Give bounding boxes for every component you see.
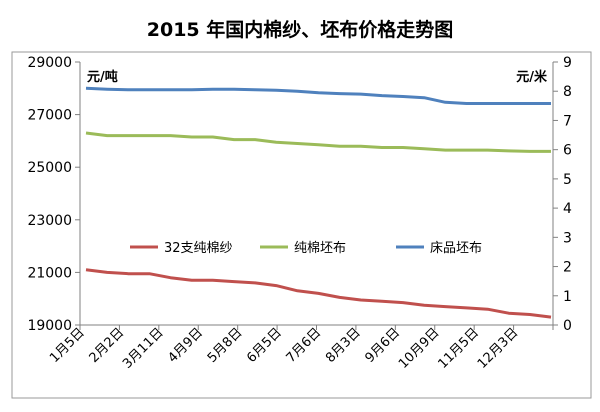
x-axis-ticks: 1月5日2月2日3月11日4月9日5月8日6月5日7月6日8月3日9月6日10月…	[47, 325, 554, 372]
left-tick-label: 27000	[27, 108, 72, 124]
x-tick-label: 5月8日	[205, 325, 246, 366]
x-tick-label: 12月3日	[475, 325, 522, 372]
right-tick-label: 7	[563, 113, 572, 129]
right-axis-unit: 元/米	[516, 69, 548, 85]
x-tick-label: 11月5日	[435, 325, 482, 372]
legend-label-1: 纯棉坯布	[294, 241, 346, 256]
chart-title: 2015 年国内棉纱、坯布价格走势图	[147, 18, 454, 41]
series-line-1	[85, 131, 551, 153]
right-tick-label: 4	[563, 201, 572, 217]
x-tick-label: 3月11日	[120, 325, 167, 372]
left-axis-unit: 元/吨	[87, 69, 118, 85]
legend: 32支纯棉纱 纯棉坯布 床品坯布	[130, 241, 482, 256]
right-tick-label: 5	[563, 172, 572, 188]
right-tick-label: 9	[563, 55, 572, 71]
series-line-2	[85, 86, 551, 105]
left-tick-label: 21000	[27, 265, 72, 281]
left-tick-label: 19000	[27, 318, 72, 334]
left-tick-label: 25000	[27, 160, 72, 176]
x-tick-label: 4月9日	[165, 325, 206, 366]
right-axis-ticks: 0 1 2 3 4 5 6 7 8 9	[553, 55, 572, 334]
left-axis-ticks: 19000 21000 23000 25000 27000 29000	[27, 55, 80, 334]
right-tick-label: 1	[563, 289, 572, 305]
series-lines	[85, 86, 552, 319]
legend-label-2: 床品坯布	[430, 241, 482, 256]
left-tick-label: 23000	[27, 213, 72, 229]
right-tick-label: 2	[563, 260, 572, 276]
x-tick-label: 10月9日	[396, 325, 443, 372]
series-line-0	[85, 268, 552, 319]
x-tick-label: 6月5日	[244, 325, 285, 366]
x-tick-label: 7月6日	[284, 325, 325, 366]
legend-label-0: 32支纯棉纱	[164, 241, 233, 256]
right-tick-label: 6	[563, 143, 572, 159]
left-tick-label: 29000	[27, 55, 72, 71]
right-tick-label: 0	[563, 318, 572, 334]
chart-border	[11, 51, 592, 399]
right-tick-label: 8	[563, 84, 572, 100]
right-tick-label: 3	[563, 230, 572, 246]
x-tick-label: 8月3日	[323, 325, 364, 366]
